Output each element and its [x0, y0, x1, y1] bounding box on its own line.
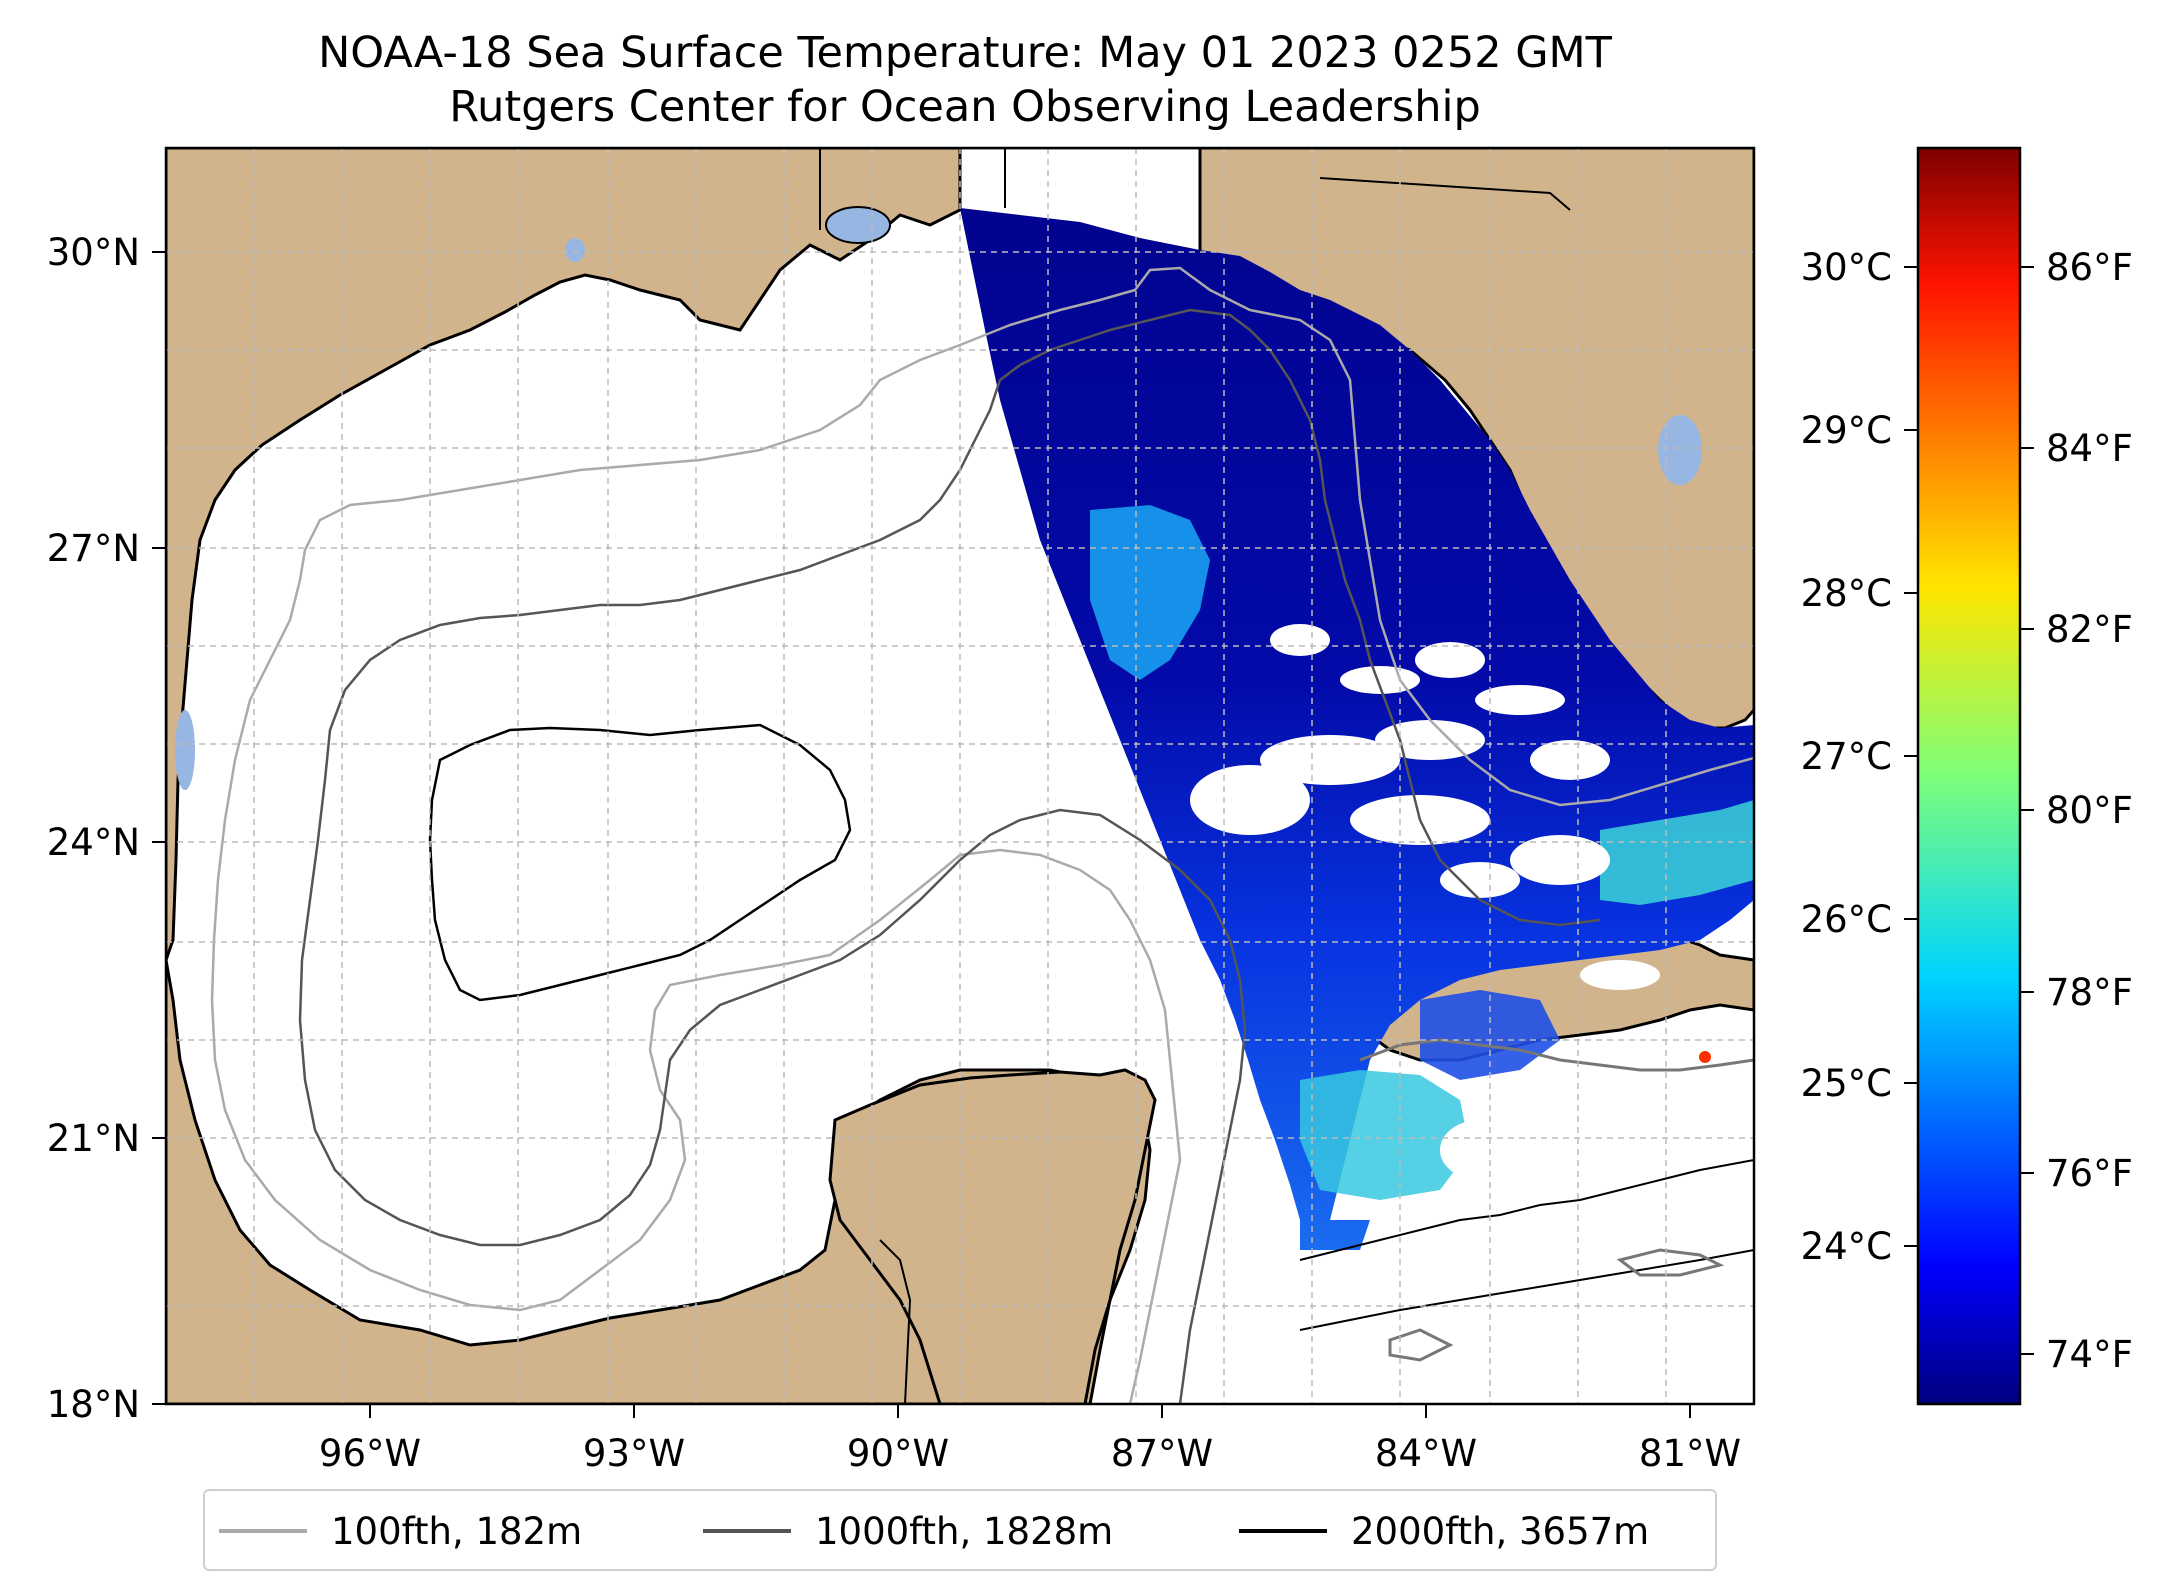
legend-swatch-2000fth	[1239, 1529, 1327, 1533]
sst-blue-patch-south	[1420, 990, 1560, 1080]
celsius-ticks	[1904, 266, 1918, 1247]
land-yucatan	[828, 1068, 1157, 1404]
celsius-tick-29: 29°C	[1801, 409, 1892, 452]
land-us-gulf-coast	[166, 148, 962, 961]
contour-1000fth	[298, 308, 1601, 1404]
legend-item-1000fth: 1000fth, 1828m	[703, 1509, 1113, 1553]
sst-hot-spot	[1699, 1051, 1711, 1063]
fahrenheit-tick-84: 84°F	[2046, 427, 2133, 470]
legend-swatch-100fth	[219, 1529, 307, 1533]
laguna-madre	[175, 710, 195, 790]
lon-tick-90w: 90°W	[847, 1432, 949, 1475]
axis-ticks	[152, 251, 1691, 1418]
lake-okeechobee	[1658, 415, 1702, 485]
fahrenheit-tick-82: 82°F	[2046, 608, 2133, 651]
fahrenheit-ticks	[2020, 266, 2034, 1355]
state-borders	[819, 148, 1571, 1404]
sst-cyan-patch-south	[1300, 1070, 1470, 1200]
lon-tick-87w: 87°W	[1111, 1432, 1213, 1475]
lake-pontchartrain	[825, 206, 891, 244]
contour-2000fth	[428, 723, 852, 1002]
fahrenheit-tick-86: 86°F	[2046, 246, 2133, 289]
fahrenheit-tick-76: 76°F	[2046, 1152, 2133, 1195]
lon-tick-84w: 84°W	[1375, 1432, 1477, 1475]
contour-1000fth-south	[1359, 1038, 1754, 1362]
legend-label-2000fth: 2000fth, 3657m	[1351, 1509, 1650, 1553]
legend-swatch-1000fth	[703, 1529, 791, 1533]
colorbar	[1916, 146, 2022, 1406]
celsius-tick-28: 28°C	[1801, 572, 1892, 615]
legend-item-2000fth: 2000fth, 3657m	[1239, 1509, 1649, 1553]
fahrenheit-tick-78: 78°F	[2046, 971, 2133, 1014]
lat-tick-18n: 18°N	[47, 1383, 140, 1426]
legend-item-100fth: 100fth, 182m	[219, 1509, 582, 1553]
lake-small-tx	[565, 238, 585, 262]
fahrenheit-tick-74: 74°F	[2046, 1333, 2133, 1376]
lon-tick-93w: 93°W	[583, 1432, 685, 1475]
celsius-tick-24: 24°C	[1801, 1225, 1892, 1268]
map-content	[166, 148, 1754, 1404]
cloud-mask	[1190, 624, 1660, 1180]
lat-tick-24n: 24°N	[47, 821, 140, 864]
gridlines	[166, 148, 1754, 1404]
chart-title: NOAA-18 Sea Surface Temperature: May 01 …	[318, 28, 1612, 78]
legend-label-100fth: 100fth, 182m	[331, 1509, 583, 1553]
lat-tick-27n: 27°N	[47, 527, 140, 570]
chart-subtitle: Rutgers Center for Ocean Observing Leade…	[449, 82, 1481, 132]
celsius-tick-27: 27°C	[1801, 735, 1892, 778]
legend-label-1000fth: 1000fth, 1828m	[815, 1509, 1114, 1553]
sst-swath-main	[960, 208, 1754, 1250]
lat-tick-30n: 30°N	[47, 231, 140, 274]
fahrenheit-tick-80: 80°F	[2046, 789, 2133, 832]
map-frame	[164, 146, 1756, 1406]
lon-tick-81w: 81°W	[1639, 1432, 1741, 1475]
contour-2000fth-south	[1299, 1159, 1754, 1331]
celsius-tick-26: 26°C	[1801, 898, 1892, 941]
lon-tick-96w: 96°W	[319, 1432, 421, 1475]
legend: 100fth, 182m 1000fth, 1828m 2000fth, 365…	[203, 1489, 1717, 1571]
lat-tick-21n: 21°N	[47, 1117, 140, 1160]
celsius-tick-30: 30°C	[1801, 246, 1892, 289]
contour-100fth	[210, 266, 1754, 1404]
sst-cyan-band	[1600, 800, 1754, 905]
celsius-tick-25: 25°C	[1801, 1062, 1892, 1105]
